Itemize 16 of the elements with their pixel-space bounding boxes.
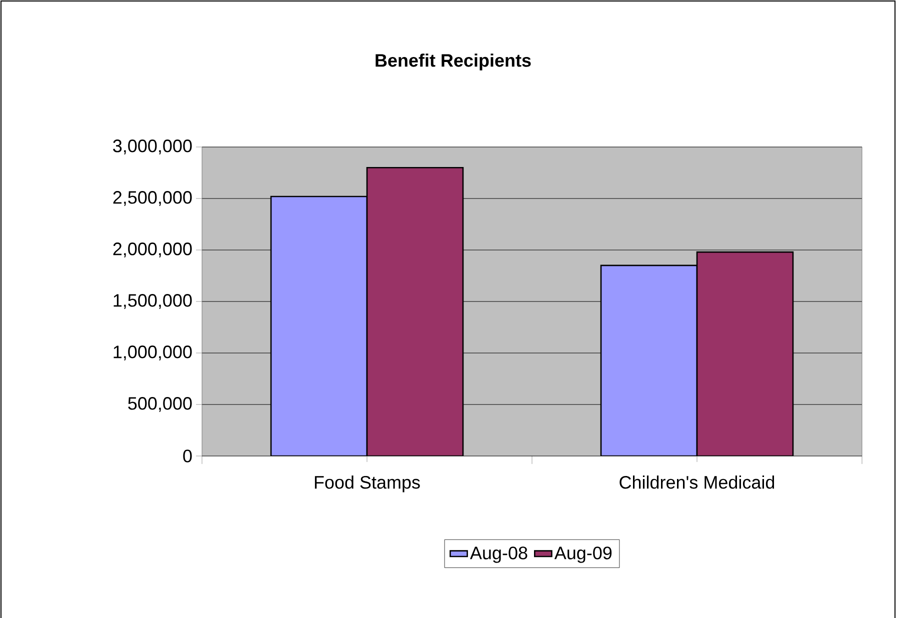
bar [696,251,794,456]
legend-label: Aug-09 [554,546,612,563]
bar [600,264,698,456]
x-tick-label: Food Stamps [314,476,420,492]
y-tick-label: 1,500,000 [114,294,192,309]
x-tick-label: Children's Medicaid [620,476,774,489]
y-tick-label: 2,500,000 [113,191,192,206]
y-tick-label: 1,000,000 [114,346,192,360]
bar [366,166,464,456]
y-tick-label: 0 [183,450,192,462]
y-tick-label: 500,000 [128,397,192,412]
legend-label: Aug-08 [470,546,528,563]
y-tick-label: 3,000,000 [113,140,192,154]
chart-title: Benefit Recipients [376,54,531,70]
y-tick-label: 2,000,000 [113,242,192,258]
bar [270,196,368,456]
